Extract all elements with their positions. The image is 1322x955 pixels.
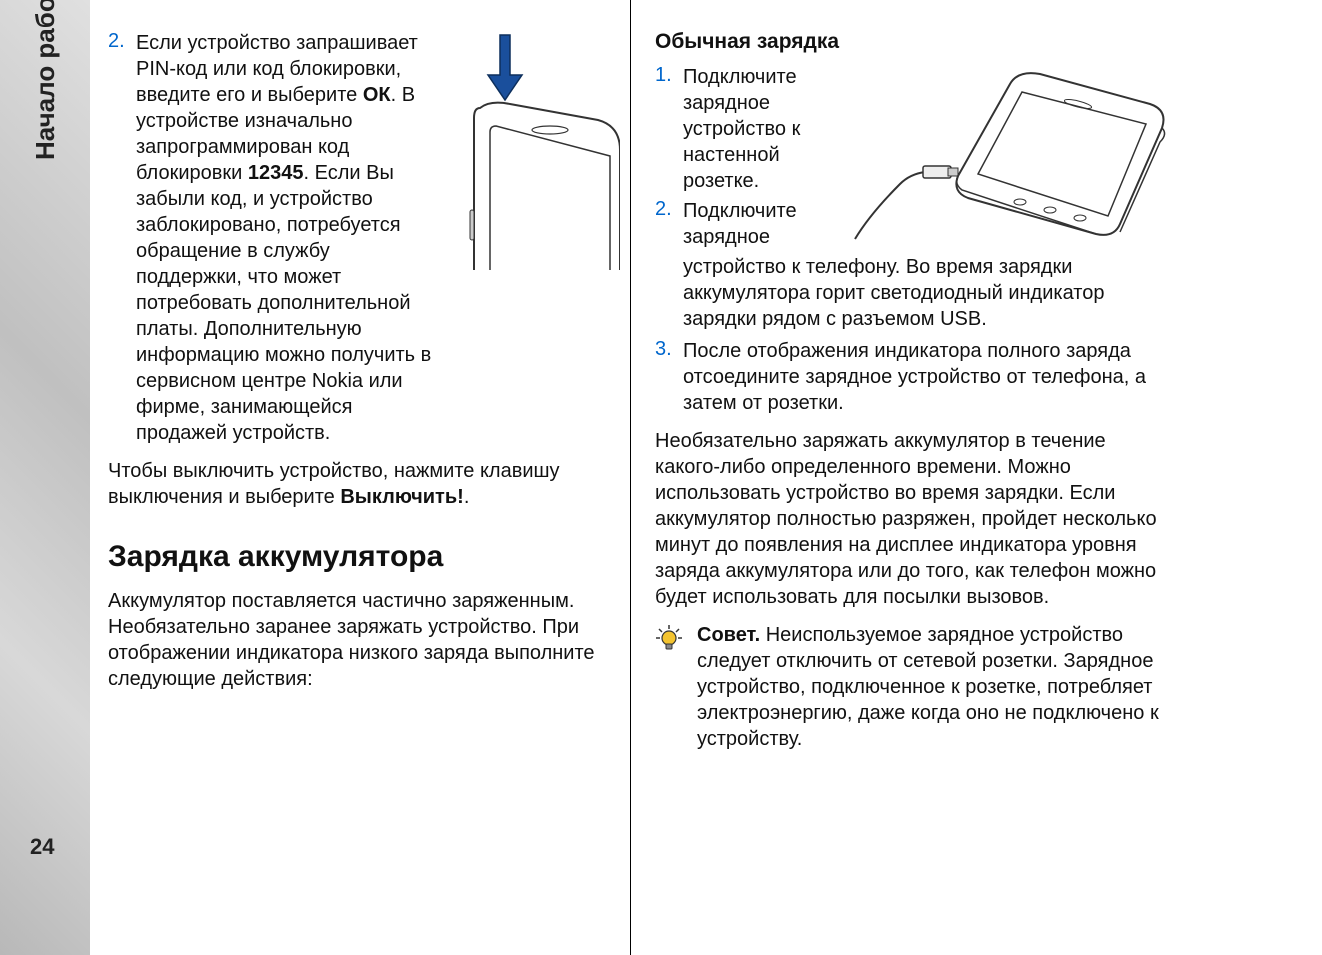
charging-intro: Аккумулятор поставляется частично заряже… (108, 588, 620, 692)
list-item-3: 3. После отображения индикатора полного … (655, 338, 1170, 416)
section-heading-charging: Зарядка аккумулятора (108, 540, 620, 574)
text-fragment: Подключите зарядное (683, 200, 797, 248)
list-body: После отображения индикатора полного зар… (683, 338, 1170, 416)
list-number: 1. (655, 64, 683, 87)
list-body: Подключите зарядное устройство к настенн… (683, 64, 850, 194)
charging-note: Необязательно заряжать аккумулятор в теч… (655, 428, 1170, 610)
text-bold-ok: ОК (363, 84, 391, 106)
text-fragment: Чтобы выключить устройство, нажмите клав… (108, 460, 560, 508)
text-fragment: . (464, 486, 470, 508)
list-item-2-start: 2. Подключите зарядное (655, 198, 850, 250)
list-body: Если устройство запрашивает PIN-код или … (136, 30, 440, 446)
list-item-1: 1. Подключите зарядное устройство к наст… (655, 64, 850, 194)
phone-charger-figure (850, 64, 1170, 244)
text-bold-code: 12345 (248, 162, 304, 184)
tip-text: Совет. Неиспользуемое зарядное устройств… (697, 622, 1170, 752)
text-fragment: . Если Вы забыли код, и устройство забло… (136, 162, 431, 444)
steps-with-figure: 1. Подключите зарядное устройство к наст… (655, 64, 1170, 254)
list-number: 2. (655, 198, 683, 221)
phone-power-svg (440, 30, 620, 270)
list-body: устройство к телефону. Во время зарядки … (683, 254, 1170, 332)
section-side-label: Начало работы (30, 0, 61, 160)
right-column: Обычная зарядка 1. Подключите зарядное у… (630, 0, 1190, 955)
phone-power-figure (440, 30, 620, 270)
tip-body: Неиспользуемое зарядное устройство следу… (697, 624, 1159, 750)
tip-block: Совет. Неиспользуемое зарядное устройств… (655, 622, 1170, 752)
power-off-paragraph: Чтобы выключить устройство, нажмите клав… (108, 458, 620, 510)
page-number: 24 (30, 834, 54, 860)
list-number: 3. (655, 338, 683, 361)
page-content: 2. Если устройство запрашивает PIN-код и… (90, 0, 1322, 955)
text-bold-off: Выключить! (340, 486, 463, 508)
list-item-2-cont: устройство к телефону. Во время зарядки … (655, 254, 1170, 332)
list-item-2: 2. Если устройство запрашивает PIN-код и… (108, 30, 440, 446)
list-body: Подключите зарядное (683, 198, 850, 250)
left-column: 2. Если устройство запрашивает PIN-код и… (90, 0, 630, 955)
list-number: 2. (108, 30, 136, 53)
step2-with-figure: 2. Если устройство запрашивает PIN-код и… (108, 30, 620, 450)
subsection-heading: Обычная зарядка (655, 30, 1170, 54)
phone-charger-svg (850, 64, 1170, 244)
tip-lightbulb-icon (655, 624, 683, 652)
list-number-spacer (655, 254, 683, 277)
tip-bold: Совет. (697, 624, 760, 646)
